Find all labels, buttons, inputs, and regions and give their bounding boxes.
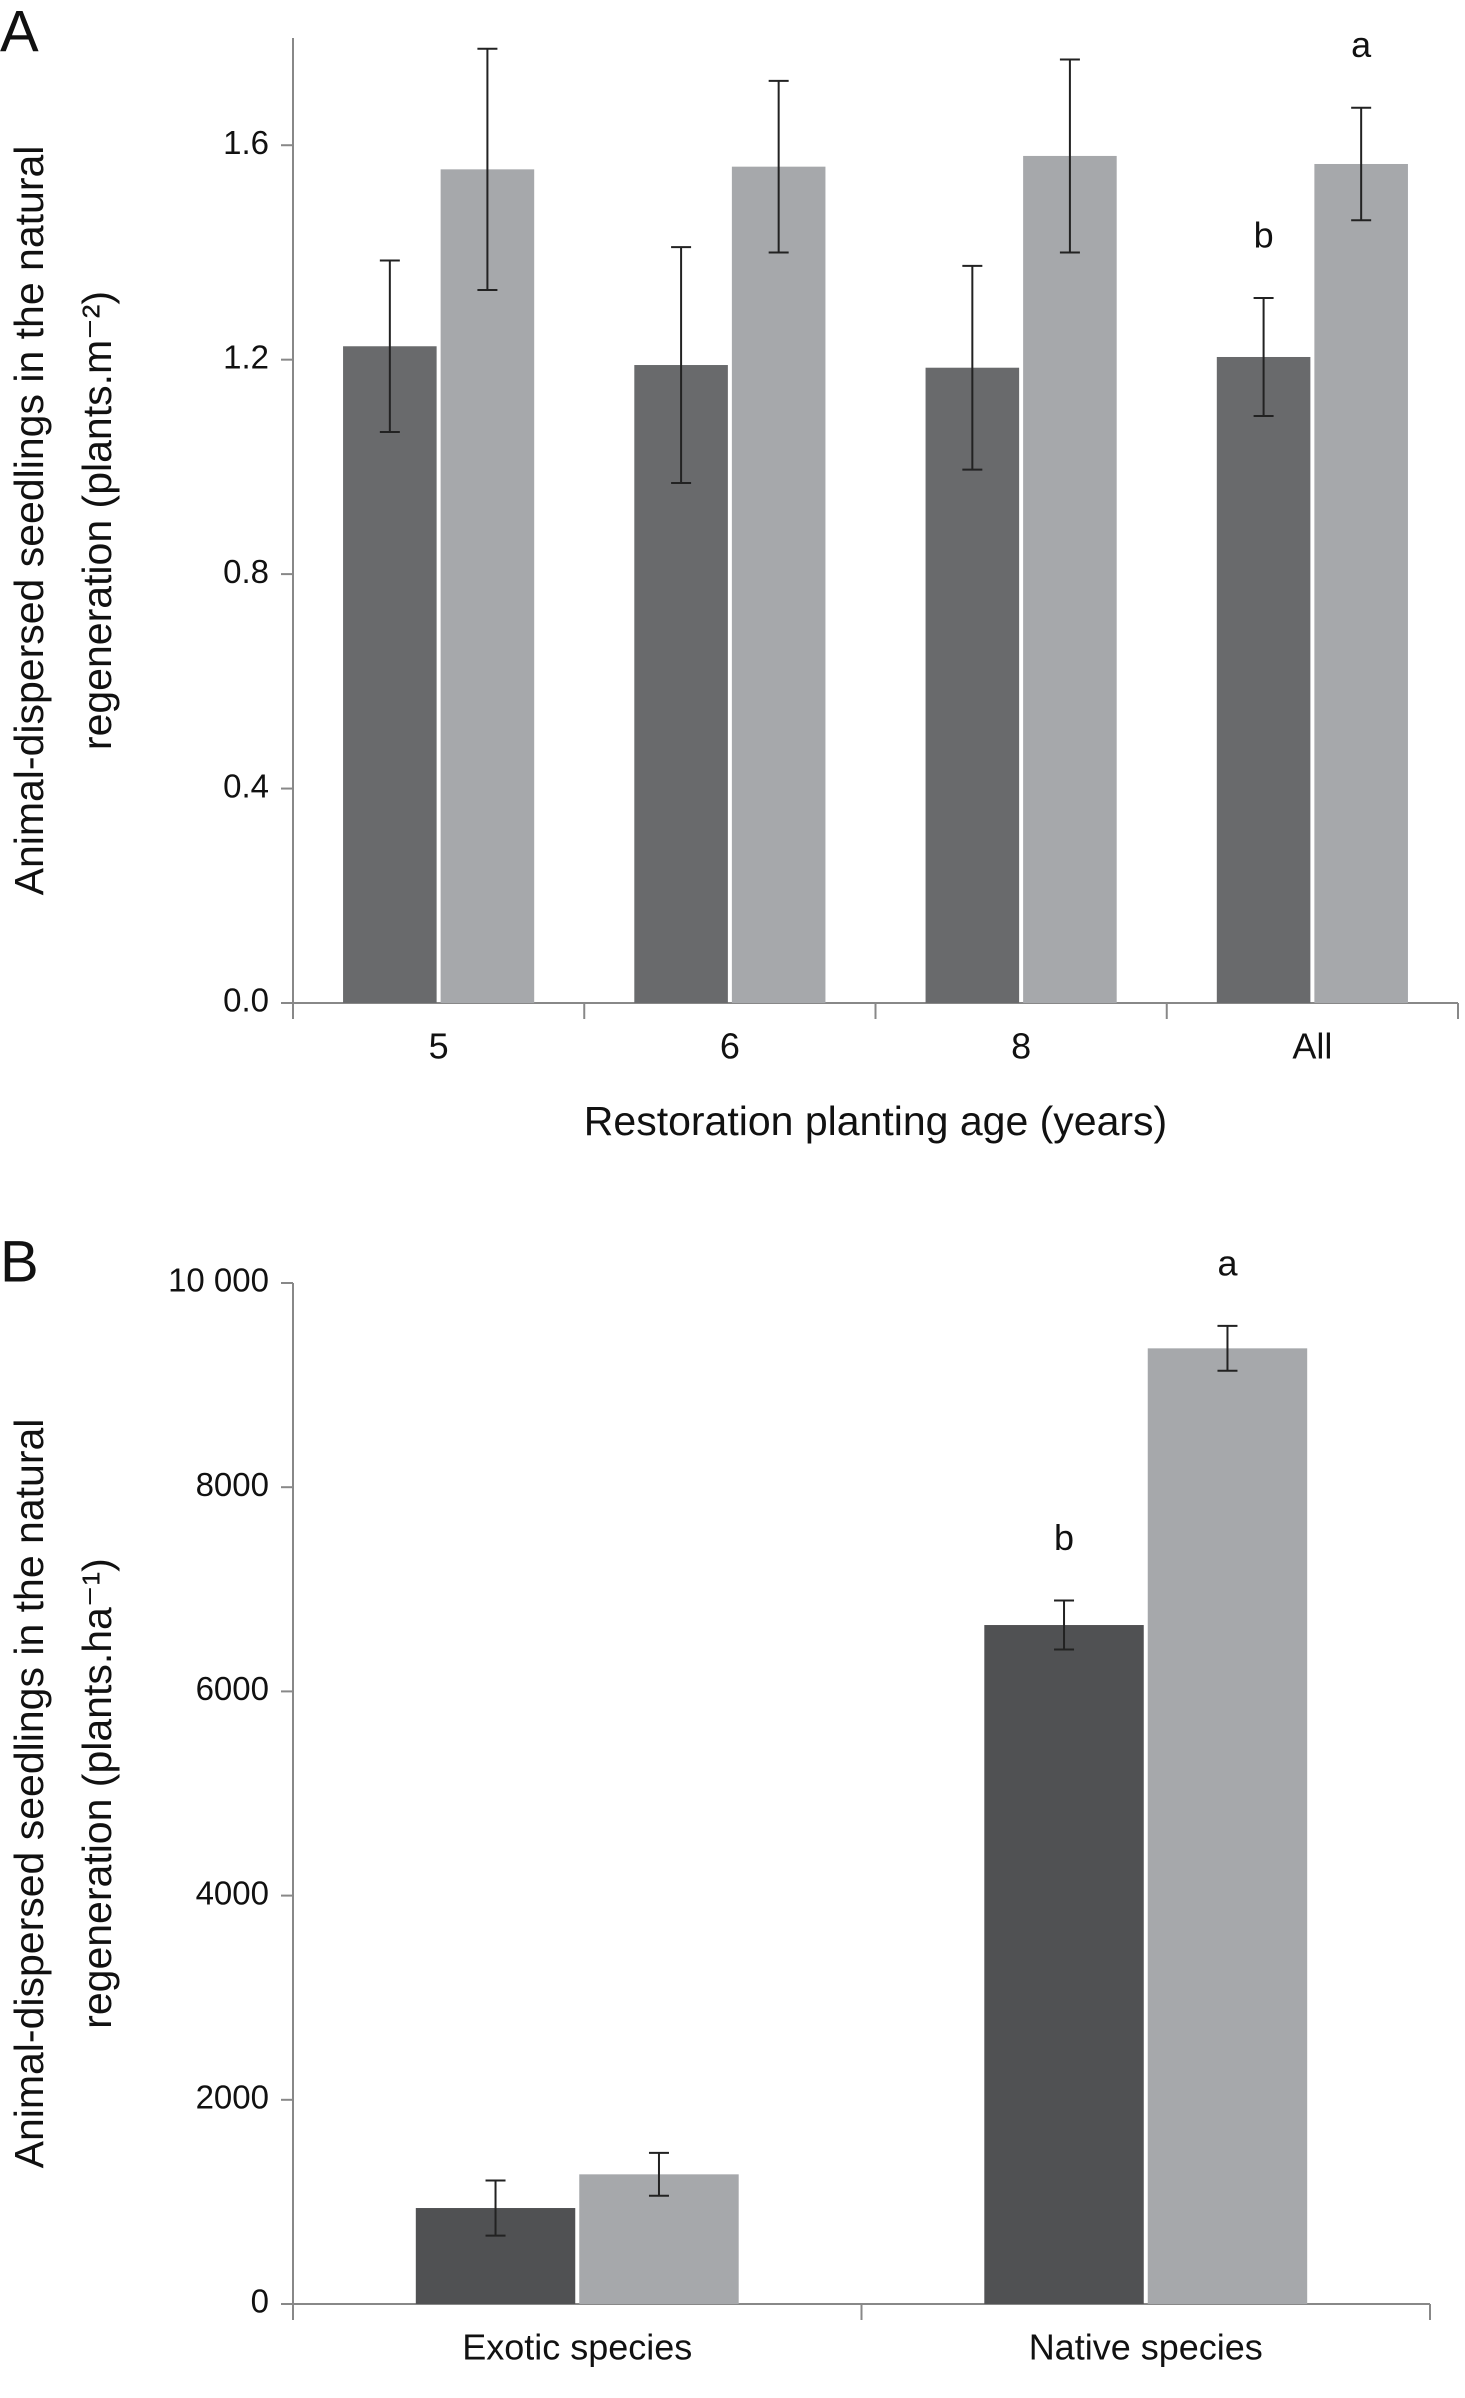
bar	[984, 1625, 1144, 2304]
x-tick-label: Native species	[1029, 2327, 1263, 2368]
error-bar	[962, 264, 983, 471]
error-bar	[768, 79, 789, 254]
error-bar	[1054, 1599, 1075, 1651]
panel-label: A	[0, 0, 39, 64]
error-bar	[485, 2179, 506, 2237]
bar	[731, 166, 826, 1003]
error-bar	[1253, 297, 1274, 417]
x-tick-label: Exotic species	[462, 2327, 692, 2368]
y-tick-label: 0.8	[223, 553, 269, 590]
y-tick-label: 0.4	[223, 767, 269, 804]
panel-label: B	[0, 1229, 39, 1294]
annotation: b	[1254, 215, 1274, 256]
annotation: b	[1054, 1517, 1074, 1558]
bar	[925, 367, 1020, 1003]
y-tick-label: 0.0	[223, 982, 269, 1019]
bar	[1023, 155, 1117, 1003]
error-bar	[671, 246, 692, 484]
x-tick-label: All	[1292, 1026, 1332, 1067]
x-tick-label: 8	[1011, 1026, 1031, 1067]
y-tick-label: 8000	[196, 1466, 269, 1503]
y-axis-label: Animal-dispersed seedlings in the natura…	[6, 146, 52, 896]
y-tick-label: 6000	[196, 1670, 269, 1707]
error-bar	[1059, 58, 1080, 254]
y-tick-label: 1.6	[223, 124, 269, 161]
y-tick-label: 4000	[196, 1874, 269, 1911]
annotation: a	[1351, 24, 1372, 65]
y-tick-label: 0	[251, 2283, 269, 2320]
bar	[343, 346, 437, 1003]
annotation: a	[1217, 1242, 1238, 1283]
y-axis-label: regeneration (plants.ha⁻¹)	[74, 1558, 120, 2029]
bar	[440, 169, 535, 1003]
error-bar	[1217, 1324, 1238, 1372]
error-bar	[648, 2151, 669, 2197]
x-tick-label: 5	[429, 1026, 449, 1067]
y-axis-label: Animal-dispersed seedlings in the natura…	[6, 1419, 52, 2169]
y-tick-label: 10 000	[168, 1262, 269, 1299]
x-axis-label: Restoration planting age (years)	[584, 1098, 1167, 1144]
bar	[1216, 356, 1311, 1004]
y-axis-label: regeneration (plants.m⁻²)	[74, 291, 120, 750]
error-bar	[477, 47, 498, 291]
bar	[1314, 163, 1408, 1004]
x-tick-label: 6	[720, 1026, 740, 1067]
error-bar	[379, 259, 400, 434]
bar	[1147, 1348, 1308, 2304]
y-tick-label: 1.2	[223, 338, 269, 375]
error-bar	[1351, 106, 1372, 222]
y-tick-label: 2000	[196, 2079, 269, 2116]
